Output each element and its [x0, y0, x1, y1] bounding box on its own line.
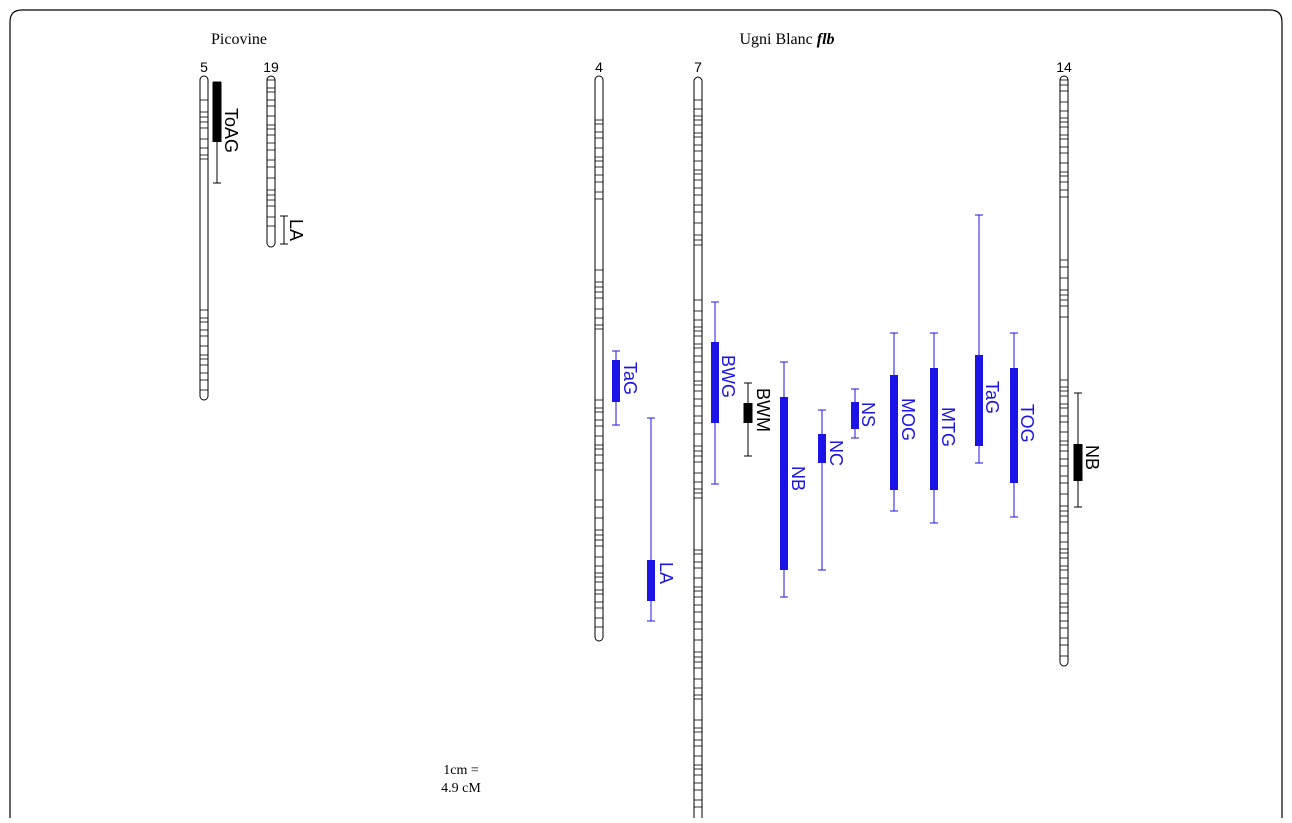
qtl-label: TaG [982, 381, 1002, 414]
qtl-label: TaG [620, 362, 640, 395]
linkage-group-label: 5 [200, 59, 208, 75]
qtl-peak-box [711, 342, 719, 423]
qtl-bwm-7: BWM [743, 382, 773, 457]
qtl-label: TOG [1017, 404, 1037, 443]
qtl-peak-box [612, 360, 620, 402]
qtl-ns-7: NS [851, 388, 878, 439]
qtl-intervals: ToAG LA TaG LA BWG BWM NB NC NS MOG MTG TaG TOG NB [212, 81, 1102, 622]
frame-border [9, 9, 1283, 818]
qtl-label: NB [788, 466, 808, 491]
qtl-peak-box [647, 560, 655, 601]
qtl-mtg-7: MTG [930, 332, 958, 524]
qtl-label: NB [1082, 445, 1102, 470]
panel-title-picovine: Picovine [211, 31, 267, 48]
linkage-group-label: 4 [595, 59, 603, 75]
qtl-peak-box [975, 355, 983, 446]
linkage-group-7: 7 [693, 59, 703, 818]
qtl-mog-7: MOG [890, 332, 918, 512]
scale-line-2: 4.9 cM [441, 781, 481, 796]
linkage-group-19: 19 [263, 59, 279, 248]
linkage-group-14: 14 [1056, 59, 1072, 667]
linkage-group-label: 14 [1056, 59, 1072, 75]
qtl-label: LA [656, 562, 676, 584]
qtl-peak-box [890, 375, 898, 490]
qtl-nb-7: NB [780, 361, 808, 598]
qtl-bwg-7: BWG [711, 301, 738, 485]
qtl-nc-7: NC [818, 409, 846, 571]
qtl-toag-5: ToAG [212, 81, 241, 184]
linkage-group-4: 4 [594, 59, 604, 642]
qtl-peak-box [780, 397, 788, 570]
qtl-tag-4: TaG [612, 350, 640, 426]
qtl-label: NS [858, 402, 878, 427]
qtl-label: ToAG [221, 108, 241, 153]
qtl-peak-box [851, 402, 859, 429]
qtl-la-4: LA [647, 417, 676, 622]
chromosome-bar [1059, 75, 1069, 667]
linkage-group-5: 5 [199, 59, 209, 401]
chromosome-bar [693, 76, 703, 818]
qtl-la-19: LA [280, 215, 306, 245]
linkage-group-label: 19 [263, 59, 279, 75]
qtl-peak-box [1073, 444, 1083, 481]
linkage-groups: 5 19 4 7 14 [199, 59, 1072, 818]
linkage-group-label: 7 [694, 59, 702, 75]
qtl-peak-box [1010, 368, 1018, 483]
qtl-label: LA [286, 219, 306, 241]
qtl-tag-7: TaG [975, 214, 1002, 464]
qtl-peak-box [818, 434, 826, 463]
qtl-label: BWM [753, 388, 773, 432]
qtl-label: NC [826, 440, 846, 466]
qtl-tog-7: TOG [1010, 332, 1037, 518]
qtl-label: MTG [938, 407, 958, 447]
qtl-nb-14: NB [1073, 392, 1102, 508]
qtl-peak-box [212, 82, 222, 142]
qtl-peak-box [743, 403, 753, 423]
qtl-label: BWG [718, 355, 738, 398]
qtl-peak-box [930, 368, 938, 490]
chromosome-bar [199, 75, 209, 401]
chromosome-bar [266, 75, 276, 248]
scale-line-1: 1cm = [443, 763, 479, 778]
panel-title-ugni-blanc: Ugni Blanc flb [739, 31, 834, 48]
qtl-label: MOG [898, 398, 918, 441]
